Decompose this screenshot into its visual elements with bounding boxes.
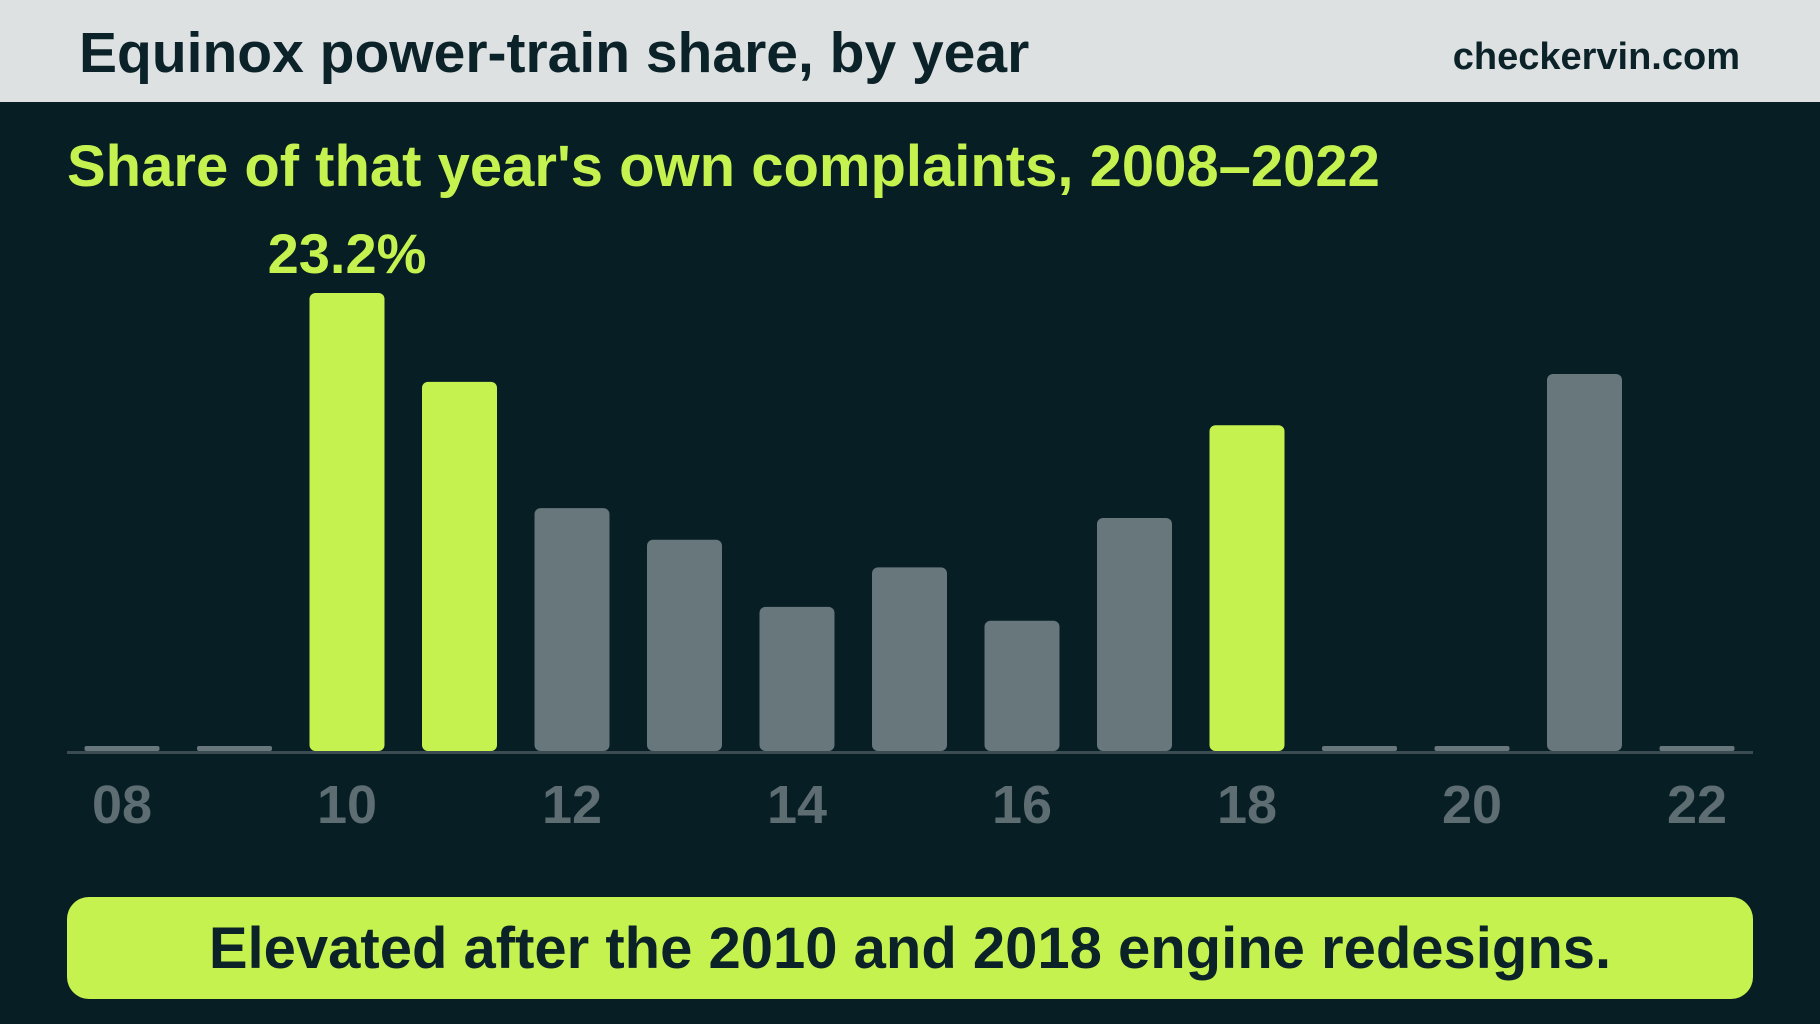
bar-chart: 08 10 12 14 16 18 20 22 23.2% <box>67 222 1753 835</box>
bar-15 <box>872 567 947 751</box>
brand-link[interactable]: checkervin.com <box>1452 36 1740 78</box>
footer-callout: Elevated after the 2010 and 2018 engine … <box>67 897 1753 999</box>
bar-20 <box>1434 746 1510 751</box>
x-tick-label-14: 14 <box>767 775 827 835</box>
bar-17 <box>1097 518 1172 751</box>
bar-19 <box>1322 746 1397 751</box>
bar-10 <box>309 293 385 751</box>
bar-09 <box>197 746 272 751</box>
bar-08 <box>84 746 160 751</box>
x-tick-label-22: 22 <box>1667 775 1727 835</box>
header-bar: Equinox power-train share, by year check… <box>0 0 1820 102</box>
x-tick-label-18: 18 <box>1217 775 1277 835</box>
x-tick-label-10: 10 <box>317 775 377 835</box>
x-tick-label-16: 16 <box>992 775 1052 835</box>
bar-14 <box>759 606 835 751</box>
footer-text: Elevated after the 2010 and 2018 engine … <box>208 915 1612 981</box>
x-tick-label-12: 12 <box>542 775 602 835</box>
bar-11 <box>422 381 497 751</box>
bar-18 <box>1209 425 1285 751</box>
x-tick-label-20: 20 <box>1442 775 1502 835</box>
bar-22 <box>1659 746 1735 751</box>
bar-13 <box>647 539 722 751</box>
x-tick-label-08: 08 <box>92 775 152 835</box>
page-title: Equinox power-train share, by year <box>79 21 1030 85</box>
data-label-10: 23.2% <box>268 222 427 285</box>
bar-21 <box>1547 373 1622 751</box>
bar-12 <box>534 508 610 751</box>
bar-16 <box>984 620 1060 751</box>
chart-subtitle: Share of that year's own complaints, 200… <box>67 134 1380 199</box>
